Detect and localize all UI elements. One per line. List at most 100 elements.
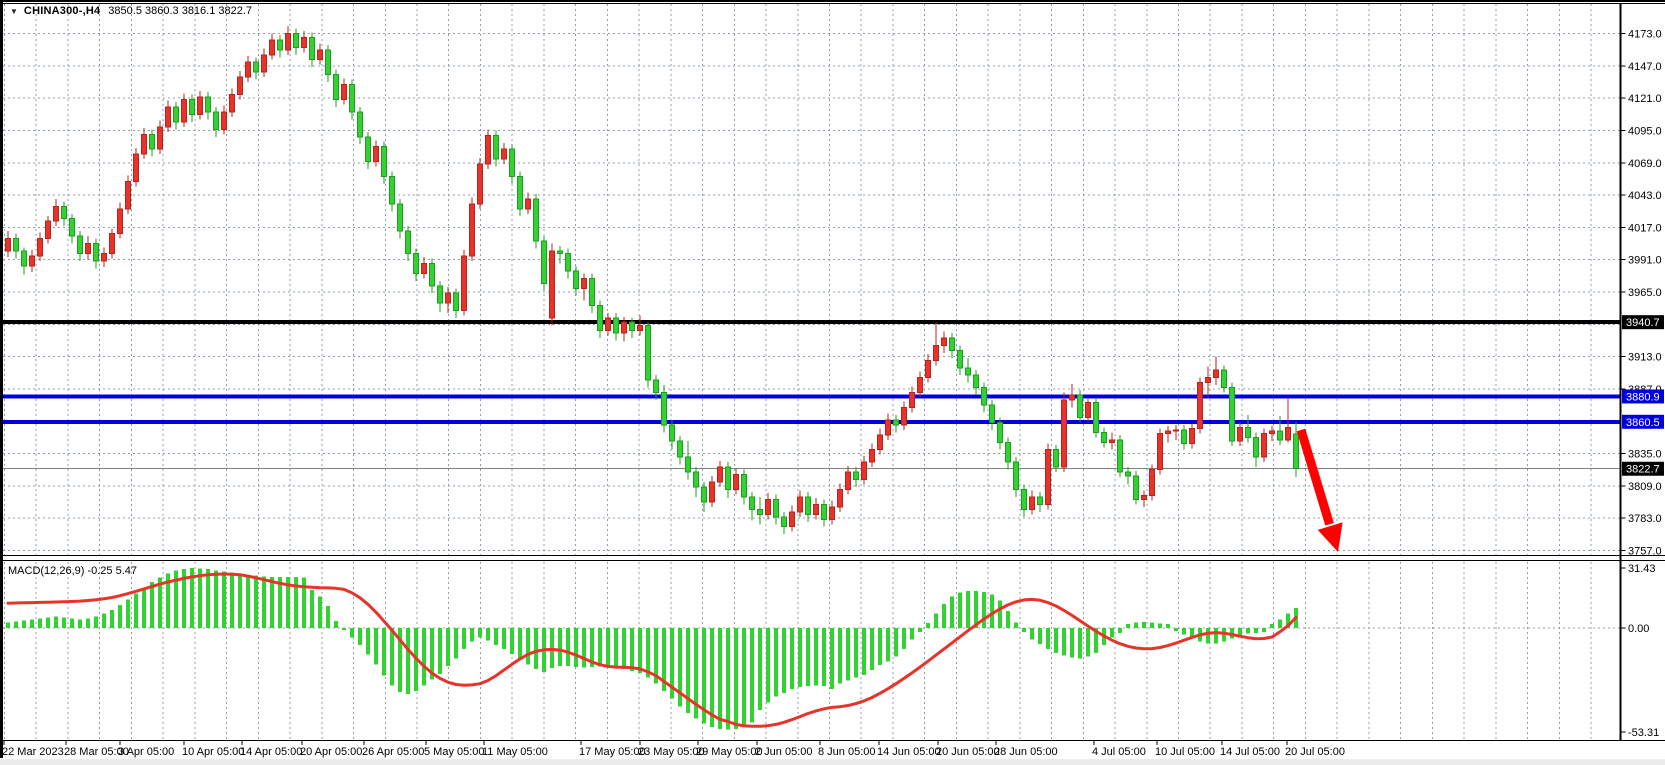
macd-histogram-bar (166, 573, 170, 628)
candle-body (605, 317, 611, 332)
candle-body (549, 250, 555, 319)
macd-histogram-bar (678, 628, 682, 707)
candle-body (1005, 441, 1011, 463)
macd-histogram-bar (798, 628, 802, 688)
candle-body (557, 250, 563, 254)
macd-histogram-bar (310, 589, 314, 628)
price-tick-label: 4173.0 (1628, 29, 1662, 41)
candle-body (181, 98, 187, 123)
candle-body (1149, 469, 1155, 497)
time-tick-label: 26 Apr 05:00 (362, 746, 424, 758)
candle-body (829, 506, 835, 520)
candle-body (973, 374, 979, 389)
price-axis[interactable]: 4173.0 4147.0 4121.0 4095.0 4069.0 4043.0 4017… (1620, 29, 1665, 739)
macd-histogram-bar (782, 628, 786, 693)
time-tick-label: 23 May 05:00 (638, 746, 705, 758)
time-tick-label: 10 Apr 05:00 (182, 746, 244, 758)
macd-histogram-bar (350, 628, 354, 638)
macd-histogram-bar (1014, 622, 1018, 628)
candle-body (37, 238, 43, 257)
macd-histogram-bar (574, 628, 578, 667)
symbol-title[interactable]: ▼ CHINA300-,H4 3850.5 3860.3 3816.1 3822… (10, 4, 252, 18)
candle-body (637, 325, 643, 332)
macd-histogram-bar (1246, 628, 1250, 634)
candle-body (613, 317, 619, 334)
candle-body (1053, 449, 1059, 468)
macd-histogram-bar (502, 628, 506, 649)
macd-histogram-bar (38, 618, 42, 628)
macd-histogram-bar (750, 628, 754, 723)
price-tick-label: 4147.0 (1628, 61, 1662, 73)
candle-body (197, 96, 203, 115)
price-badge (1622, 461, 1664, 476)
macd-histogram-bar (382, 628, 386, 676)
macd-histogram-bar (846, 628, 850, 681)
macd-histogram-bar (102, 613, 106, 628)
candle-body (429, 262, 435, 287)
macd-histogram-bar (1158, 623, 1162, 628)
candle-body (53, 205, 59, 222)
price-tick-label: 3757.0 (1628, 545, 1662, 557)
candle-body (165, 106, 171, 128)
candle-body (253, 61, 259, 73)
candle-body (621, 321, 627, 334)
macd-histogram-bar (702, 628, 706, 724)
candle-body (1101, 431, 1107, 443)
candle-body (741, 474, 747, 498)
macd-histogram-bar (1286, 613, 1290, 628)
candle-body (1157, 433, 1163, 471)
price-tick-label: 3835.0 (1628, 448, 1662, 460)
candle-body (693, 471, 699, 488)
candle-body (789, 511, 795, 528)
time-tick-label: 4 Jul 05:00 (1092, 746, 1146, 758)
macd-histogram-bar (1278, 619, 1282, 628)
candle-body (565, 252, 571, 272)
macd-tick-label: 0.00 (1628, 623, 1649, 635)
macd-histogram-bar (630, 628, 634, 671)
candle-body (493, 135, 499, 160)
candle-body (125, 180, 131, 210)
macd-histogram-bar (654, 628, 658, 684)
trend-arrow-shaft (1296, 428, 1334, 526)
macd-histogram-bar (1270, 624, 1274, 628)
candle-body (773, 498, 779, 518)
macd-histogram-bar (670, 628, 674, 699)
candle-body (173, 106, 179, 123)
candle-body (357, 111, 363, 138)
candle-body (469, 203, 475, 257)
candle-body (1117, 439, 1123, 473)
macd-histogram-bar (14, 621, 18, 628)
macd-histogram-bar (462, 628, 466, 649)
trend-arrow[interactable] (1296, 428, 1343, 552)
candle-body (677, 440, 683, 458)
candle-body (1237, 426, 1243, 442)
macd-histogram-bar (422, 628, 426, 686)
symbol-dropdown-icon[interactable]: ▼ (10, 6, 18, 16)
candle-body (1189, 428, 1195, 445)
candle-body (709, 481, 715, 503)
macd-histogram-bar (158, 577, 162, 628)
candle-body (285, 33, 291, 51)
candle-body (965, 367, 971, 376)
candle-body (269, 39, 275, 56)
macd-histogram-bar (1214, 628, 1218, 644)
candle-body (205, 96, 211, 113)
time-axis[interactable]: 22 Mar 2023 28 Mar 05:003 Apr 05:00 10 Apr… (2, 741, 1345, 758)
macd-histogram-bar (566, 628, 570, 667)
candle-body (581, 277, 587, 289)
candle-body (1277, 430, 1283, 441)
macd-histogram-bar (534, 628, 538, 670)
macd-histogram-bar (486, 628, 490, 641)
candle-body (213, 111, 219, 130)
candle-body (733, 474, 739, 490)
candle-body (1245, 426, 1251, 438)
candle-body (245, 61, 251, 78)
candle-body (949, 337, 955, 351)
candle-body (669, 424, 675, 442)
candle-body (381, 146, 387, 177)
macd-histogram-bar (758, 628, 762, 711)
macd-histogram-bar (6, 622, 10, 628)
macd-histogram-bar (1238, 628, 1242, 636)
candle-body (413, 252, 419, 274)
